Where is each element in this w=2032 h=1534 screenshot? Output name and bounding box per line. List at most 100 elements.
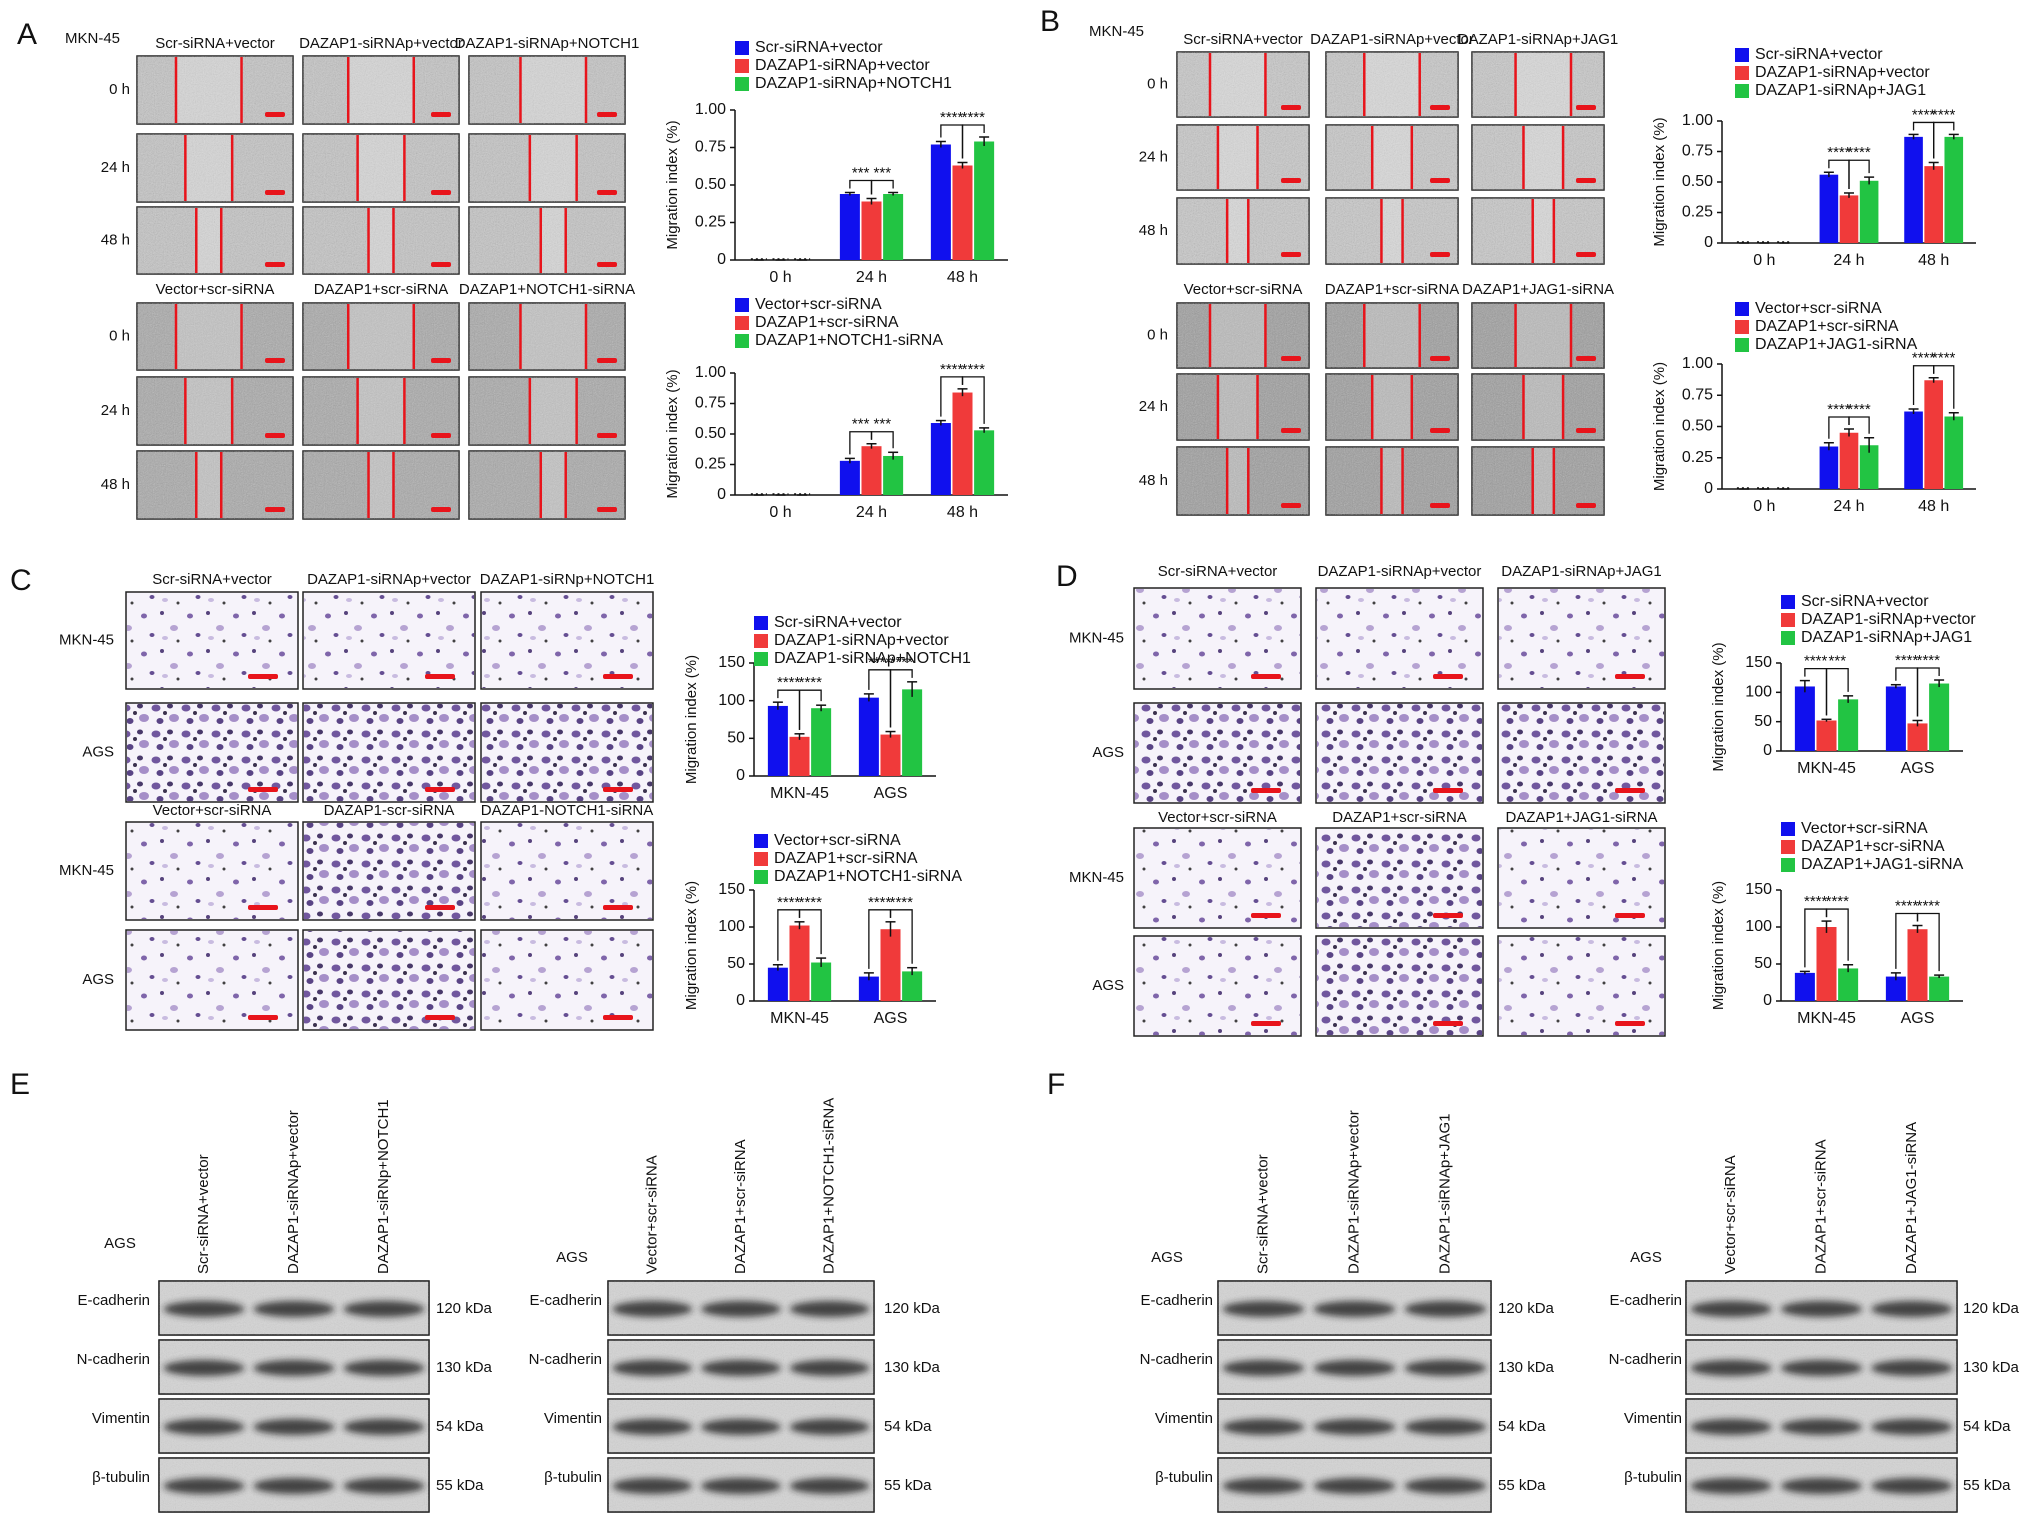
y-tick-label: 0: [717, 486, 726, 503]
stained-cells: [1317, 829, 1482, 927]
protein-band: [1313, 1478, 1396, 1494]
significance-label: ****: [1917, 897, 1941, 914]
time-label: 24 h: [1139, 148, 1168, 165]
y-tick-label: 100: [718, 692, 745, 709]
y-tick-label: 0.75: [695, 395, 726, 412]
protein-band: [1871, 1360, 1953, 1376]
scale-bar: [1430, 428, 1450, 433]
protein-label: E-cadherin: [77, 1292, 150, 1309]
bar: [1904, 411, 1923, 489]
bar: [1819, 446, 1839, 489]
stained-cells: [127, 823, 297, 919]
protein-label: β-tubulin: [1624, 1469, 1682, 1486]
scale-bar: [1576, 503, 1596, 508]
legend-swatch: [754, 852, 768, 866]
cell-line-label: AGS: [1630, 1249, 1662, 1266]
wound-gap: [1532, 199, 1554, 263]
scale-bar: [1430, 178, 1450, 183]
protein-label: β-tubulin: [544, 1469, 602, 1486]
legend-swatch: [735, 41, 749, 55]
condition-label: Scr-siRNA+vector: [1183, 31, 1303, 48]
stained-cells: [127, 704, 297, 801]
legend-swatch: [1735, 338, 1749, 352]
significance-label: ****: [940, 361, 964, 378]
stained-cells: [482, 704, 652, 801]
stained-cells: [1317, 937, 1482, 1035]
bar: [1859, 180, 1879, 243]
x-tick-label: AGS: [874, 1010, 908, 1027]
condition-label: DAZAP1-siRNAp+JAG1: [1501, 563, 1661, 580]
scale-bar: [431, 433, 451, 438]
scale-bar: [1251, 1021, 1281, 1026]
scale-bar: [431, 190, 451, 195]
protein-band: [1222, 1301, 1305, 1317]
legend-label: Scr-siRNA+vector: [755, 39, 883, 56]
y-tick-label: 0.25: [695, 214, 726, 231]
y-tick-label: 0.25: [1682, 204, 1713, 221]
stained-cells: [1135, 704, 1300, 802]
lane-label: Scr-siRNA+vector: [1254, 1154, 1271, 1274]
panel-label: C: [10, 564, 32, 597]
legend-swatch: [754, 652, 768, 666]
scale-bar: [1281, 428, 1301, 433]
scale-bar: [248, 674, 278, 679]
stained-cells: [304, 931, 474, 1029]
x-tick-label: 0 h: [1753, 252, 1775, 269]
condition-label: DAZAP1-siRNAp+NOTCH1: [455, 35, 640, 52]
lane-label: DAZAP1+JAG1-siRNA: [1903, 1122, 1920, 1274]
stained-cells: [482, 823, 652, 919]
wound-gap: [1364, 304, 1420, 367]
condition-label: Vector+scr-siRNA: [1184, 281, 1303, 298]
stained-cells: [304, 823, 474, 919]
x-tick-label: 24 h: [856, 269, 887, 286]
protein-band: [253, 1478, 335, 1494]
protein-band: [343, 1419, 425, 1435]
significance-label: ****: [868, 894, 892, 911]
y-tick-label: 150: [1745, 654, 1772, 671]
protein-band: [343, 1478, 425, 1494]
protein-band: [253, 1301, 335, 1317]
panel-label: E: [10, 1068, 30, 1101]
protein-band: [1404, 1419, 1487, 1435]
x-tick-label: MKN-45: [770, 1010, 829, 1027]
legend-swatch: [754, 870, 768, 884]
bar: [930, 423, 951, 495]
legend-label: DAZAP1-siRNAp+vector: [755, 57, 930, 74]
y-tick-label: 0.50: [1682, 418, 1713, 435]
y-tick-label: 0: [1763, 742, 1772, 759]
y-tick-label: 50: [1754, 955, 1772, 972]
y-tick-label: 150: [1745, 881, 1772, 898]
scale-bar: [248, 787, 278, 792]
y-tick-label: 0.50: [695, 425, 726, 442]
bar: [789, 925, 810, 1001]
scale-bar: [603, 674, 633, 679]
y-tick-label: 0: [1763, 992, 1772, 1009]
cell-line-label: MKN-45: [1069, 629, 1124, 646]
stained-cells: [1135, 937, 1300, 1035]
significance-label: ****: [799, 894, 823, 911]
bar: [1794, 686, 1815, 751]
bar: [858, 697, 879, 776]
size-label: 120 kDa: [1963, 1300, 2020, 1317]
legend-label: Scr-siRNA+vector: [774, 614, 902, 631]
scale-bar: [1576, 356, 1596, 361]
x-tick-label: 48 h: [947, 504, 978, 521]
scale-bar: [1251, 674, 1281, 679]
condition-label: DAZAP1+scr-siRNA: [1332, 809, 1467, 826]
bar: [1859, 445, 1879, 489]
legend-label: Vector+scr-siRNA: [1801, 820, 1928, 837]
size-label: 55 kDa: [436, 1477, 484, 1494]
wound-gap: [1532, 448, 1554, 514]
scale-bar: [425, 787, 455, 792]
bar: [952, 165, 973, 260]
bar: [811, 962, 832, 1001]
protein-band: [1690, 1360, 1772, 1376]
legend-label: DAZAP1+scr-siRNA: [1801, 838, 1945, 855]
legend-label: Vector+scr-siRNA: [755, 296, 882, 313]
legend-swatch: [735, 77, 749, 91]
stained-cells: [1499, 937, 1664, 1035]
scale-bar: [431, 358, 451, 363]
x-tick-label: MKN-45: [770, 785, 829, 802]
y-tick-label: 0: [1704, 480, 1713, 497]
bar: [1929, 976, 1950, 1001]
